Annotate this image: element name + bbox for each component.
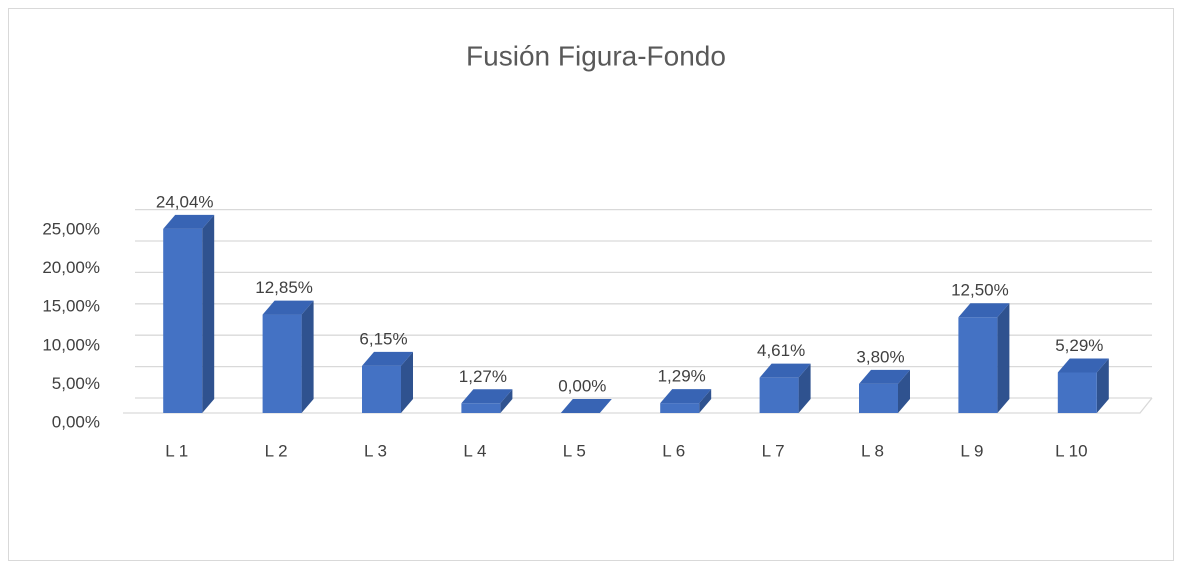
bar-side	[401, 351, 413, 413]
data-label: 6,15%	[359, 329, 407, 348]
bar-side	[301, 300, 314, 413]
bar-side	[699, 389, 712, 413]
data-label: 24,04%	[156, 192, 214, 211]
bar-top	[163, 214, 215, 229]
bar	[859, 383, 898, 413]
data-label: 12,50%	[951, 281, 1009, 300]
bar-top	[759, 363, 811, 378]
data-label: 3,80%	[856, 347, 904, 366]
data-label: 5,29%	[1055, 336, 1103, 355]
x-tick-label: L 7	[762, 441, 785, 460]
bar-side	[500, 389, 513, 413]
x-tick-label: L 3	[364, 441, 387, 460]
bar	[660, 403, 700, 413]
bar-top	[560, 399, 612, 413]
bar	[163, 228, 203, 413]
x-tick-label: L 8	[861, 441, 884, 460]
y-tick-label: 15,00%	[42, 297, 100, 316]
x-tick-label: L 2	[265, 441, 288, 460]
y-tick-label: 20,00%	[42, 258, 100, 277]
bar-side	[202, 214, 215, 413]
bar-side	[997, 303, 1010, 413]
bar	[1057, 372, 1097, 413]
y-tick-label: 10,00%	[42, 335, 100, 354]
bar	[362, 365, 401, 413]
bar-top	[1057, 358, 1109, 373]
bar-top	[262, 300, 314, 315]
bar	[759, 377, 799, 413]
bar-side	[898, 369, 910, 413]
x-tick-label: L 9	[960, 441, 983, 460]
bar-top	[958, 303, 1010, 318]
bar	[461, 403, 501, 413]
bar-top	[859, 369, 910, 384]
x-tick-label: L 1	[165, 441, 188, 460]
bar-side	[798, 363, 811, 413]
x-tick-label: L 4	[463, 441, 486, 460]
data-label: 4,61%	[757, 341, 805, 360]
x-tick-label: L 6	[662, 441, 685, 460]
bar	[958, 317, 998, 413]
bar	[262, 314, 302, 413]
y-tick-label: 0,00%	[52, 412, 100, 431]
bar-top	[660, 389, 712, 404]
data-label: 12,85%	[255, 278, 313, 297]
y-tick-label: 5,00%	[52, 374, 100, 393]
bar-top	[362, 351, 413, 366]
bar-top	[461, 389, 513, 404]
data-label: 0,00%	[558, 376, 606, 395]
data-label: 1,29%	[658, 367, 706, 386]
bar-side	[1096, 358, 1109, 413]
x-tick-label: L 10	[1055, 441, 1087, 460]
y-tick-label: 25,00%	[42, 219, 100, 238]
chart-title: Fusión Figura-Fondo	[466, 40, 726, 71]
data-label: 1,27%	[459, 367, 507, 386]
x-tick-label: L 5	[563, 441, 586, 460]
